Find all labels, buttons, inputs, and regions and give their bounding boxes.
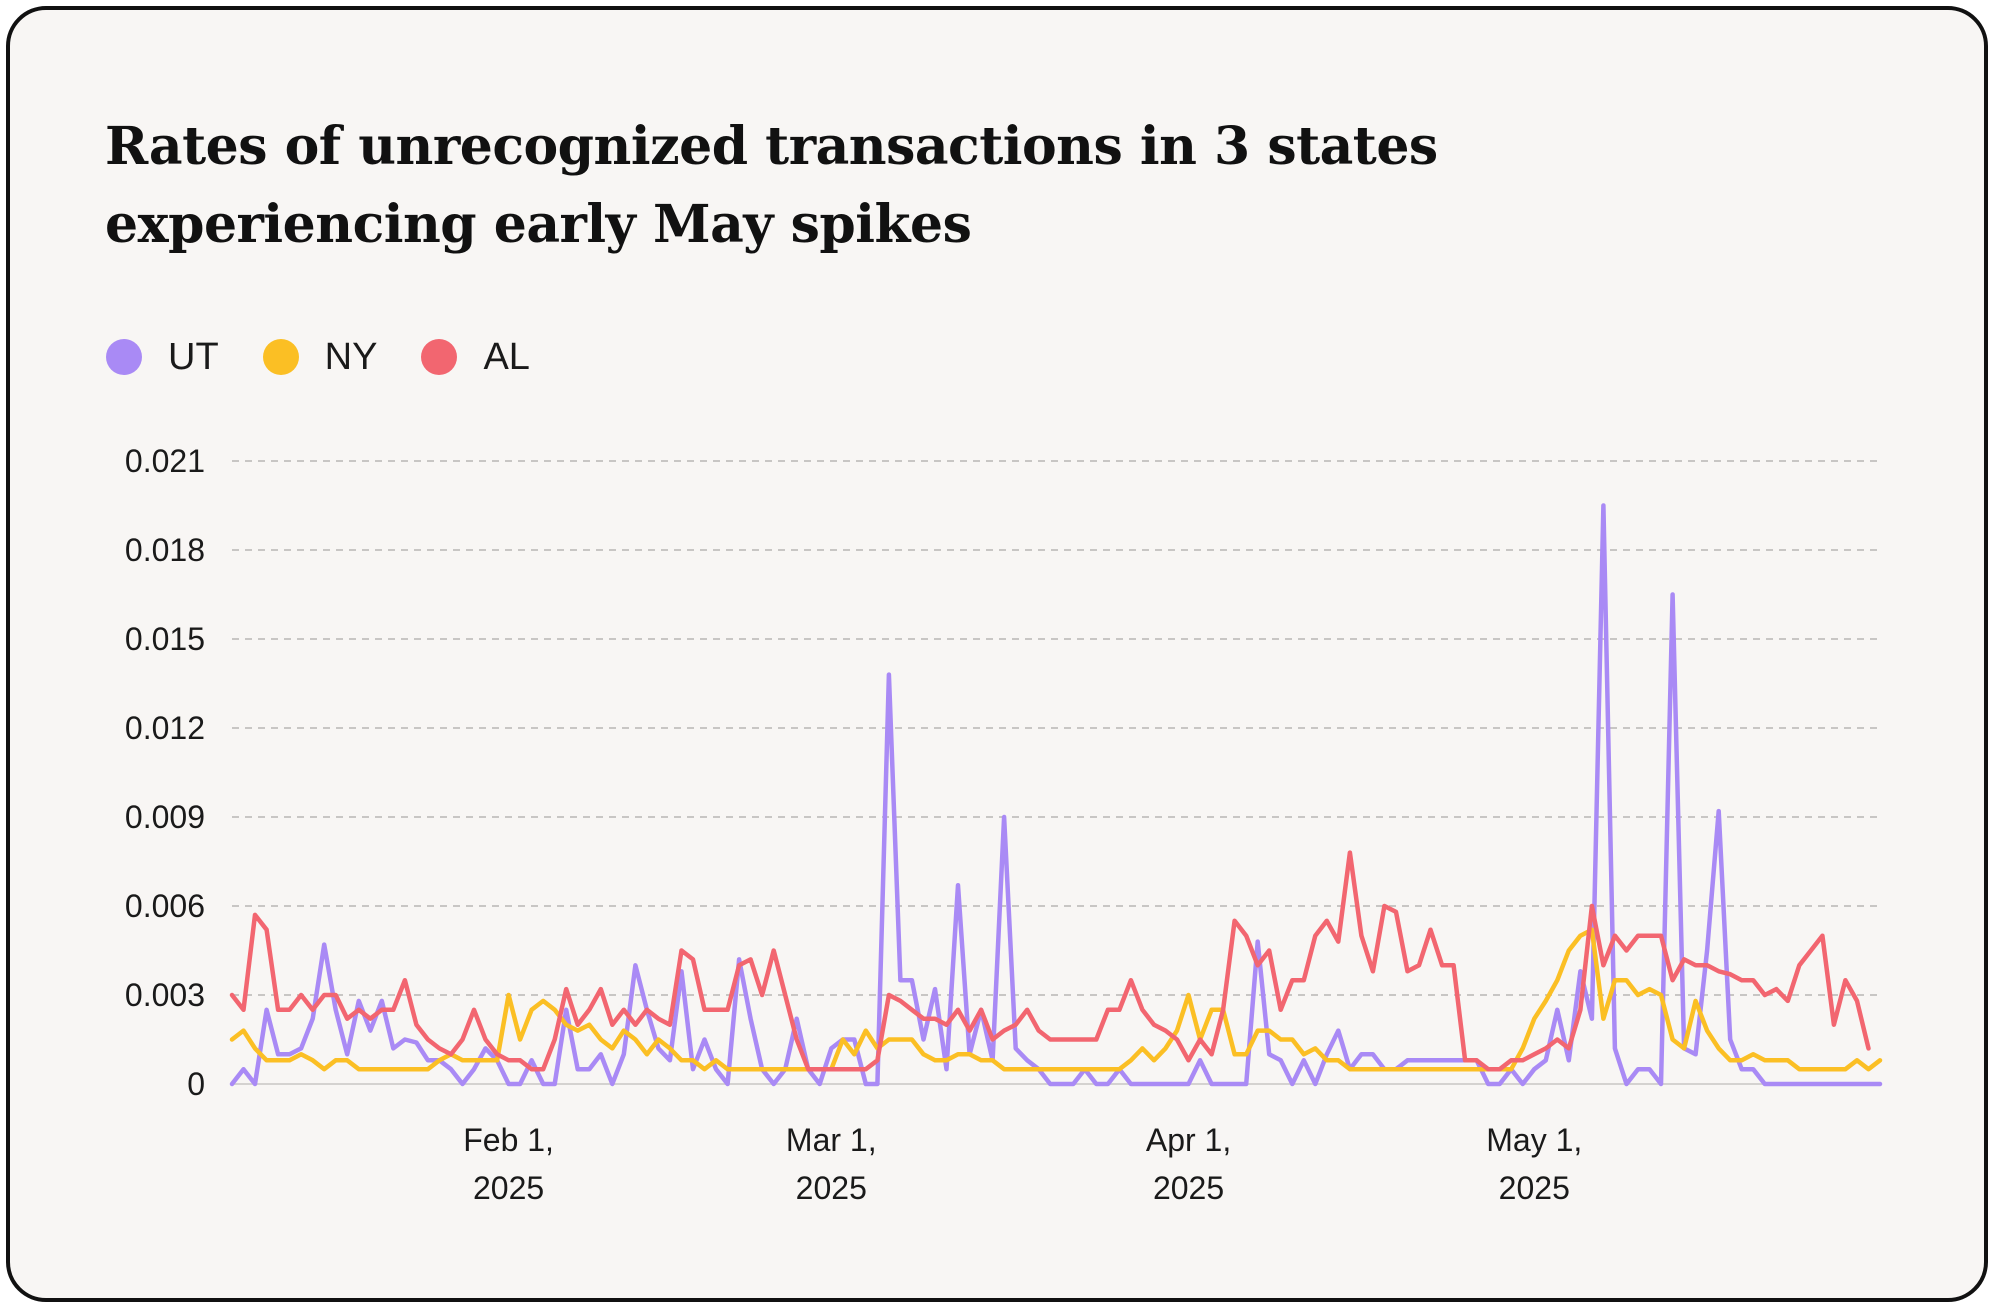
x-tick-label-year: 2025 — [796, 1170, 867, 1206]
legend-item-al[interactable]: AL — [421, 335, 530, 379]
series-line-ut — [229, 503, 1883, 1087]
y-tick-label: 0.003 — [125, 977, 205, 1013]
chart-title: Rates of unrecognized transactions in 3 … — [105, 116, 1438, 255]
y-tick-label: 0.006 — [125, 888, 205, 924]
legend-swatch-ny — [262, 339, 299, 375]
x-tick-label: Feb 1, — [463, 1122, 554, 1158]
y-tick-label: 0.021 — [125, 443, 205, 479]
x-tick-label-year: 2025 — [473, 1170, 544, 1206]
y-tick-label: 0.018 — [125, 532, 205, 568]
legend-label-ut: UT — [168, 335, 219, 378]
legend-swatch-al — [421, 339, 458, 375]
chart-card: Rates of unrecognized transactions in 3 … — [6, 6, 1988, 1302]
legend-swatch-ut — [106, 339, 142, 375]
legend-item-ut[interactable]: UT — [106, 336, 219, 379]
legend-label-al: AL — [483, 335, 530, 378]
series-line-al — [229, 850, 1871, 1072]
y-tick-label: 0 — [187, 1066, 205, 1102]
x-tick-label: Apr 1, — [1146, 1122, 1231, 1158]
x-tick-label-year: 2025 — [1499, 1170, 1570, 1206]
y-tick-label: 0.009 — [125, 799, 205, 835]
x-tick-label: Mar 1, — [786, 1122, 877, 1158]
series-line-ny — [229, 927, 1883, 1072]
y-tick-label: 0.012 — [125, 710, 205, 746]
x-tick-label: May 1, — [1486, 1122, 1582, 1158]
legend: UT NY AL — [106, 332, 574, 382]
legend-label-ny: NY — [324, 335, 378, 378]
x-tick-label-year: 2025 — [1153, 1170, 1224, 1206]
y-tick-label: 0.015 — [125, 621, 205, 657]
legend-item-ny[interactable]: NY — [262, 335, 378, 379]
